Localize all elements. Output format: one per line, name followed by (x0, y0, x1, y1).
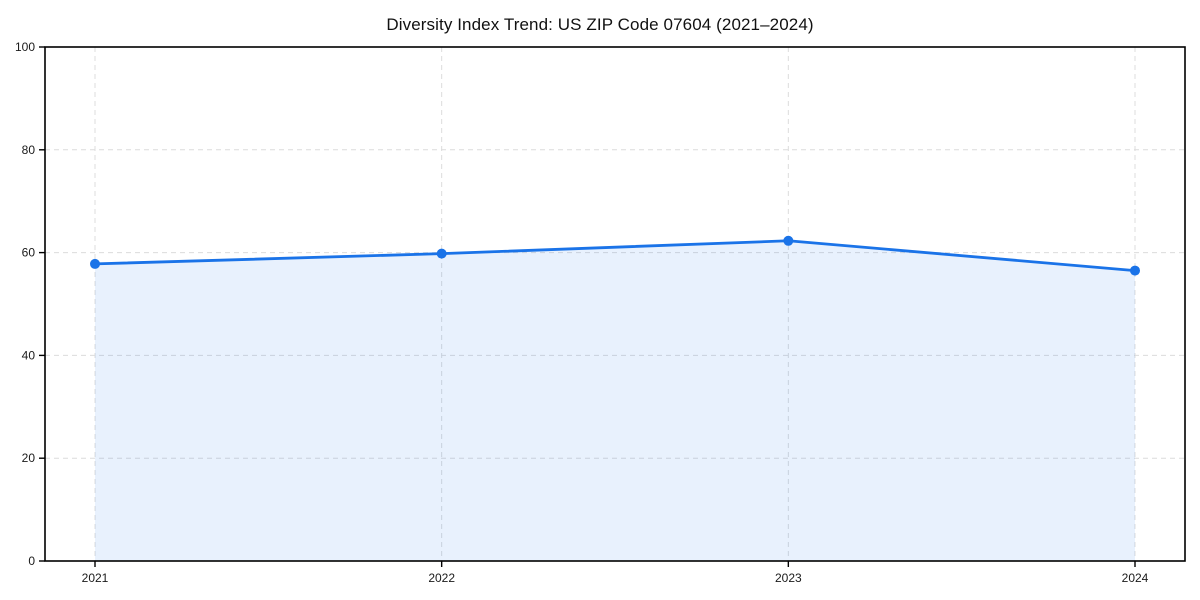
data-point-marker (436, 248, 447, 259)
trend-line (93, 239, 1137, 272)
area-fill (95, 240, 1135, 561)
chart-title: Diversity Index Trend: US ZIP Code 07604… (386, 15, 814, 34)
data-point-marker (1130, 265, 1140, 276)
x-axis-tick-label: 2023 (775, 571, 802, 585)
x-axis-tick-label: 2021 (82, 571, 109, 585)
x-axis-tick-label: 2022 (428, 571, 455, 585)
data-point-marker (783, 235, 794, 246)
y-axis-tick-label: 0 (28, 554, 35, 568)
x-axis-tick-label: 2024 (1122, 571, 1149, 585)
y-axis-tick-label: 80 (22, 143, 36, 157)
y-axis-tick-label: 60 (22, 246, 36, 260)
y-axis-tick-label: 40 (22, 348, 36, 362)
y-axis-tick-label: 20 (22, 451, 36, 465)
y-axis-tick-label: 100 (15, 40, 35, 54)
axes-frame (44, 46, 1186, 562)
data-point-marker (90, 258, 100, 269)
